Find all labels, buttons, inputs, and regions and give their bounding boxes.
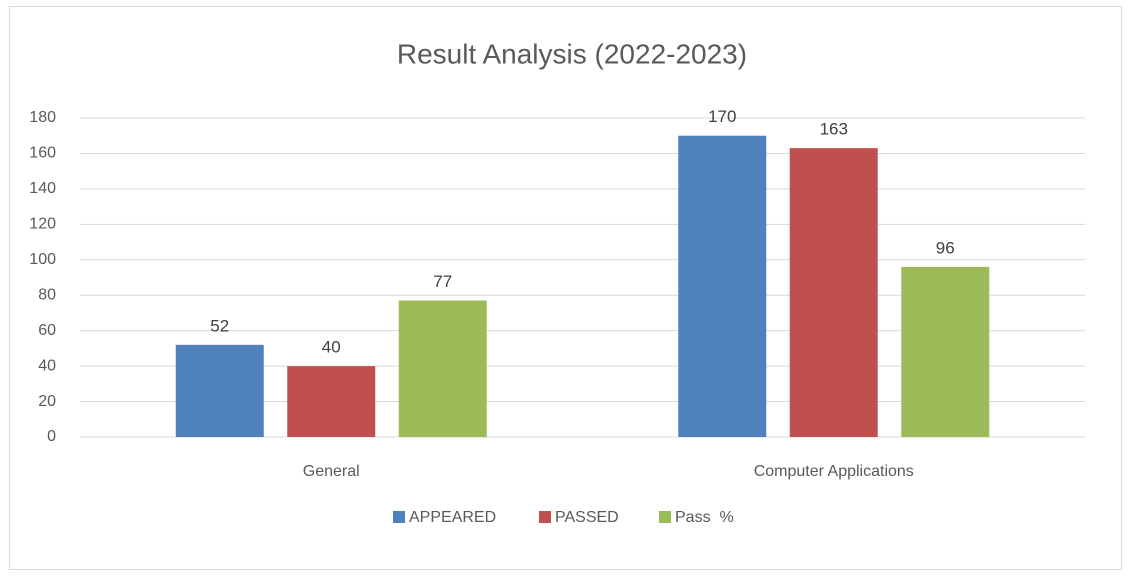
legend-label: PASSED: [555, 509, 619, 526]
legend-swatch: [539, 511, 551, 523]
data-label: 96: [936, 238, 955, 257]
y-tick-label: 120: [29, 216, 56, 233]
x-tick-label: General: [303, 463, 360, 480]
y-tick-label: 60: [38, 322, 56, 339]
bar: [287, 366, 376, 437]
x-tick-label: Computer Applications: [754, 463, 914, 480]
y-tick-label: 160: [29, 145, 56, 162]
bar: [398, 300, 487, 437]
legend-label: Pass %: [675, 509, 734, 526]
legend-label: APPEARED: [409, 509, 496, 526]
y-tick-label: 80: [38, 286, 56, 303]
data-label: 40: [322, 338, 341, 357]
y-tick-label: 40: [38, 357, 56, 374]
data-label: 163: [820, 120, 848, 139]
data-label: 52: [210, 316, 229, 335]
y-tick-label: 140: [29, 180, 56, 197]
bar: [789, 148, 878, 437]
y-tick-label: 0: [47, 428, 56, 445]
bar: [678, 135, 767, 437]
chart-title: Result Analysis (2022-2023): [397, 38, 747, 69]
y-tick-label: 100: [29, 251, 56, 268]
data-label: 170: [708, 107, 736, 126]
data-label: 77: [433, 272, 452, 291]
y-tick-label: 180: [29, 109, 56, 126]
legend-swatch: [393, 511, 405, 523]
legend-swatch: [659, 511, 671, 523]
bar: [901, 266, 990, 437]
y-tick-label: 20: [38, 393, 56, 410]
bar: [175, 344, 264, 437]
